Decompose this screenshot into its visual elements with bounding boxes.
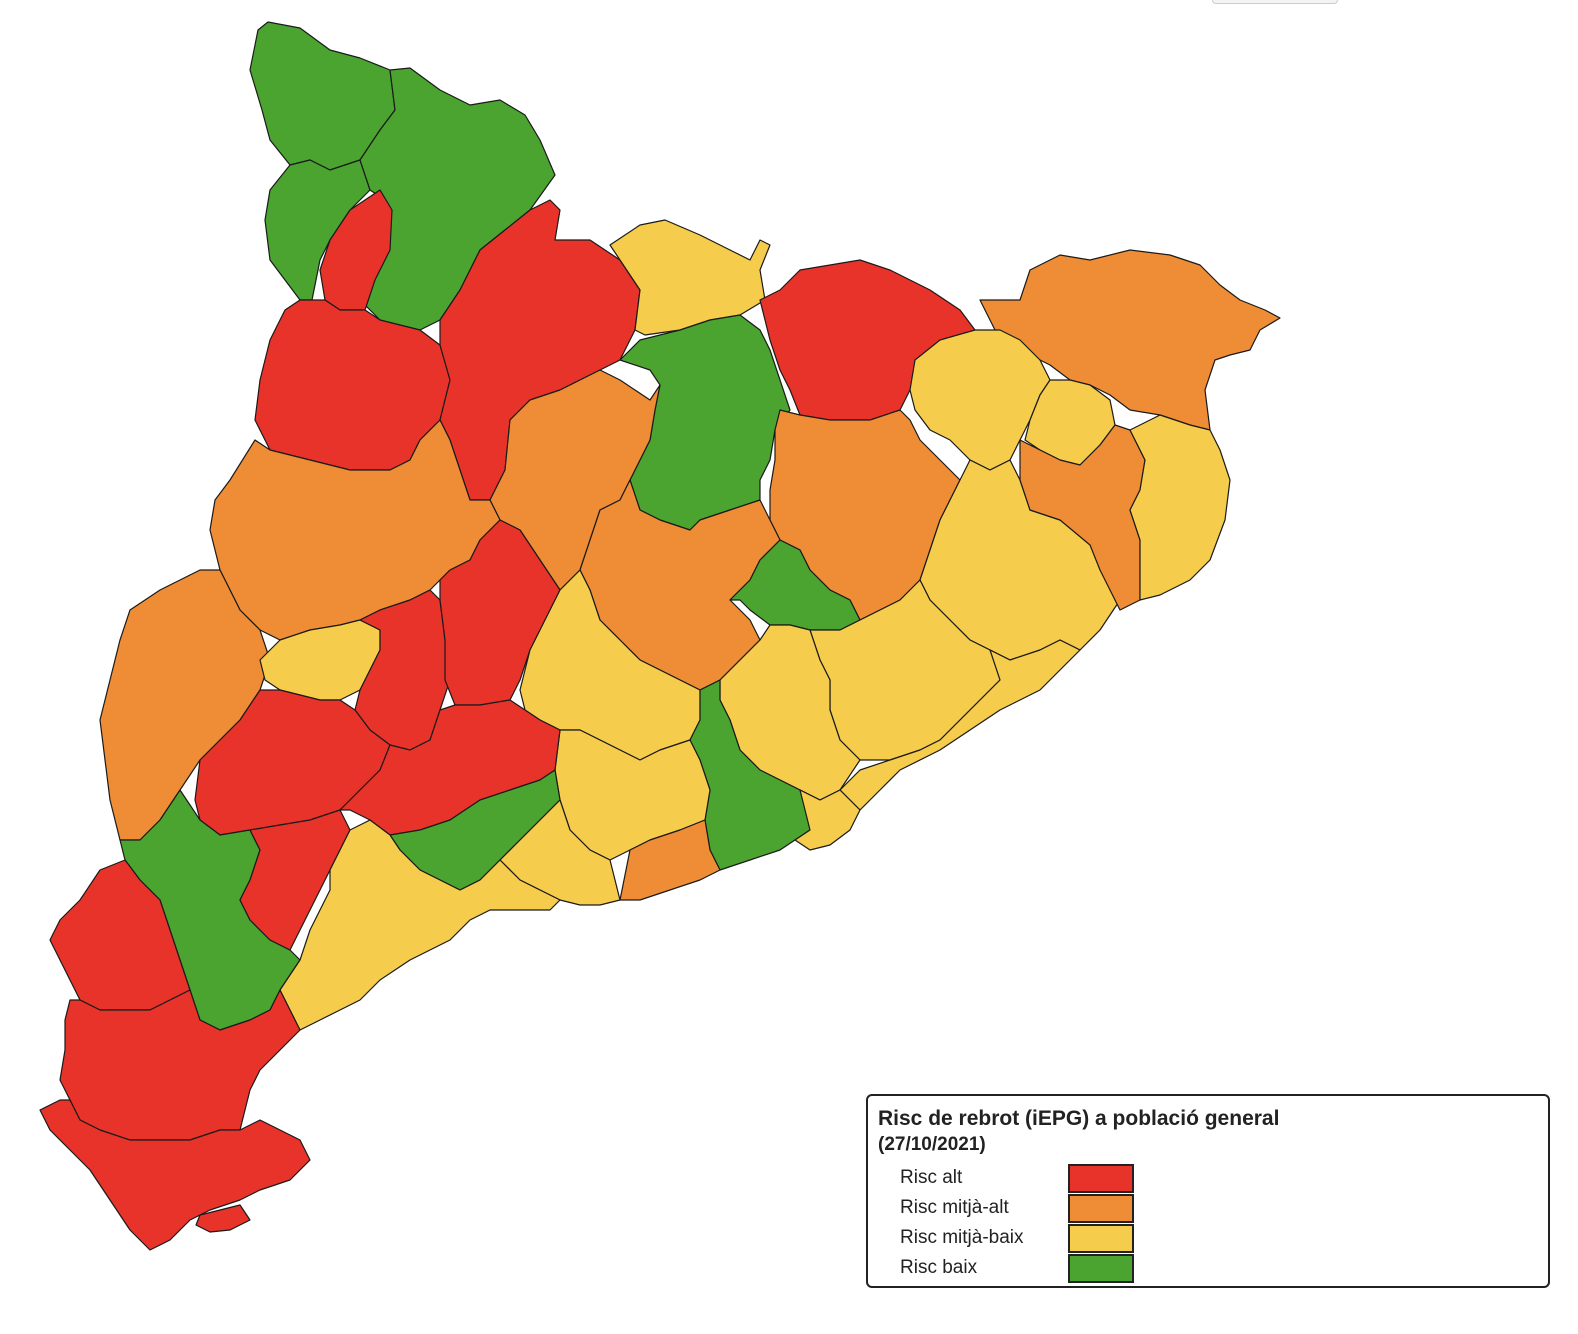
region-ebre-delta-tip[interactable] — [195, 1204, 251, 1233]
legend-item-risc-mitja-baix: Risc mitjà-baix — [878, 1224, 1536, 1254]
legend-swatch-red — [1068, 1164, 1134, 1193]
legend-date: (27/10/2021) — [878, 1134, 986, 1155]
region-baix-camp[interactable] — [239, 809, 351, 951]
region-baix-emporda[interactable] — [1129, 414, 1231, 601]
region-coast-central[interactable] — [279, 819, 561, 1031]
legend-box: Risc de rebrot (iEPG) a població general… — [866, 1094, 1550, 1288]
region-garraf[interactable] — [619, 819, 721, 901]
legend-item-risc-baix: Risc baix — [878, 1254, 1536, 1284]
region-barcelones[interactable] — [794, 789, 861, 851]
region-baix-ebre[interactable] — [59, 989, 301, 1141]
legend-swatch-orange — [1068, 1194, 1134, 1223]
legend-swatch-yellow — [1068, 1224, 1134, 1253]
region-garrotxa[interactable] — [909, 329, 1051, 471]
legend-label: Risc mitjà-baix — [900, 1227, 1024, 1248]
legend-item-risc-alt: Risc alt — [878, 1164, 1536, 1194]
region-montsia[interactable] — [39, 1099, 311, 1251]
legend-swatch-green — [1068, 1254, 1134, 1283]
region-cerdanya[interactable] — [609, 219, 771, 336]
region-maresme[interactable] — [839, 639, 1081, 811]
legend-label: Risc alt — [900, 1167, 963, 1188]
region-alta-ribagorca[interactable] — [264, 159, 371, 301]
legend-label: Risc mitjà-alt — [900, 1197, 1009, 1218]
legend-label: Risc baix — [900, 1257, 978, 1278]
region-alt-emporda[interactable] — [979, 249, 1281, 431]
legend-title: Risc de rebrot (iEPG) a població general — [878, 1107, 1280, 1130]
legend-item-risc-mitja-alt: Risc mitjà-alt — [878, 1194, 1536, 1224]
